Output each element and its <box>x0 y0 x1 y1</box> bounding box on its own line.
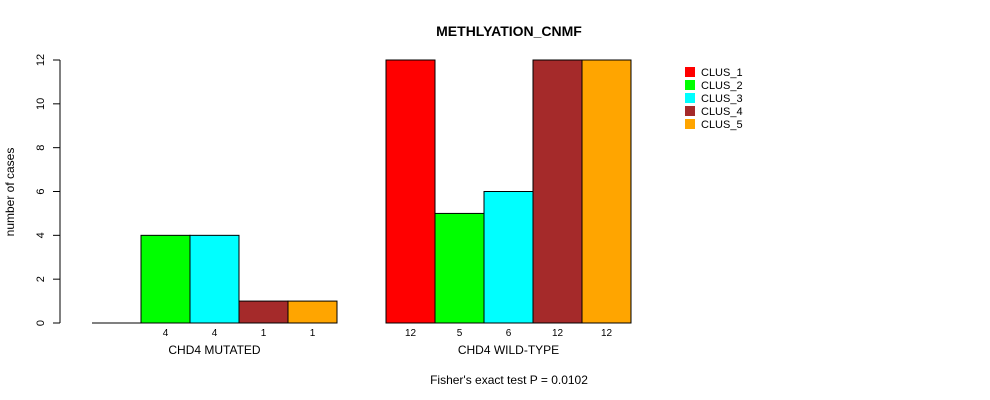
bar-value-label: 4 <box>163 328 169 339</box>
legend-label: CLUS_1 <box>701 67 743 79</box>
bars <box>92 59 632 324</box>
bar <box>532 59 583 324</box>
legend-swatch <box>685 67 695 77</box>
bar-value-labels: 4 4 1 1 12 5 6 12 12 <box>163 328 613 339</box>
y-tick-label: 12 <box>35 54 47 66</box>
y-tick-label: 4 <box>35 232 47 238</box>
bar-value-label: 12 <box>601 328 613 339</box>
legend-label: CLUS_5 <box>701 119 743 131</box>
group-labels: CHD4 MUTATED CHD4 WILD-TYPE <box>168 343 559 357</box>
bar <box>581 59 632 324</box>
bar <box>140 234 191 324</box>
legend-label: CLUS_4 <box>701 106 743 118</box>
legend-swatch <box>685 93 695 103</box>
legend-swatch <box>685 80 695 90</box>
bar-value-label: 12 <box>552 328 564 339</box>
legend-swatch <box>685 119 695 129</box>
group-label: CHD4 WILD-TYPE <box>458 343 559 357</box>
y-axis-label: number of cases <box>3 148 17 237</box>
bar-value-label: 12 <box>405 328 417 339</box>
y-tick-label: 0 <box>35 320 47 326</box>
footnote: Fisher's exact test P = 0.0102 <box>430 373 588 387</box>
y-tick-label: 10 <box>35 98 47 110</box>
bar <box>483 191 534 324</box>
bar-value-label: 6 <box>506 328 512 339</box>
bar <box>434 212 485 324</box>
legend-label: CLUS_2 <box>701 80 743 92</box>
bar-value-label: 1 <box>261 328 267 339</box>
y-tick-label: 6 <box>35 188 47 194</box>
y-tick-label: 8 <box>35 145 47 151</box>
bar <box>287 300 338 324</box>
bar <box>189 234 240 324</box>
chart-title: METHLYATION_CNMF <box>436 23 582 39</box>
legend-swatch <box>685 106 695 116</box>
bar-value-label: 4 <box>212 328 218 339</box>
bar-value-label: 5 <box>457 328 463 339</box>
group-label: CHD4 MUTATED <box>168 343 261 357</box>
y-tick-label: 2 <box>35 276 47 282</box>
bar <box>385 59 436 324</box>
bar-value-label: 1 <box>310 328 316 339</box>
y-axis: 0 2 4 6 8 10 12 <box>35 54 61 326</box>
bar <box>238 300 289 324</box>
legend-label: CLUS_3 <box>701 93 743 105</box>
